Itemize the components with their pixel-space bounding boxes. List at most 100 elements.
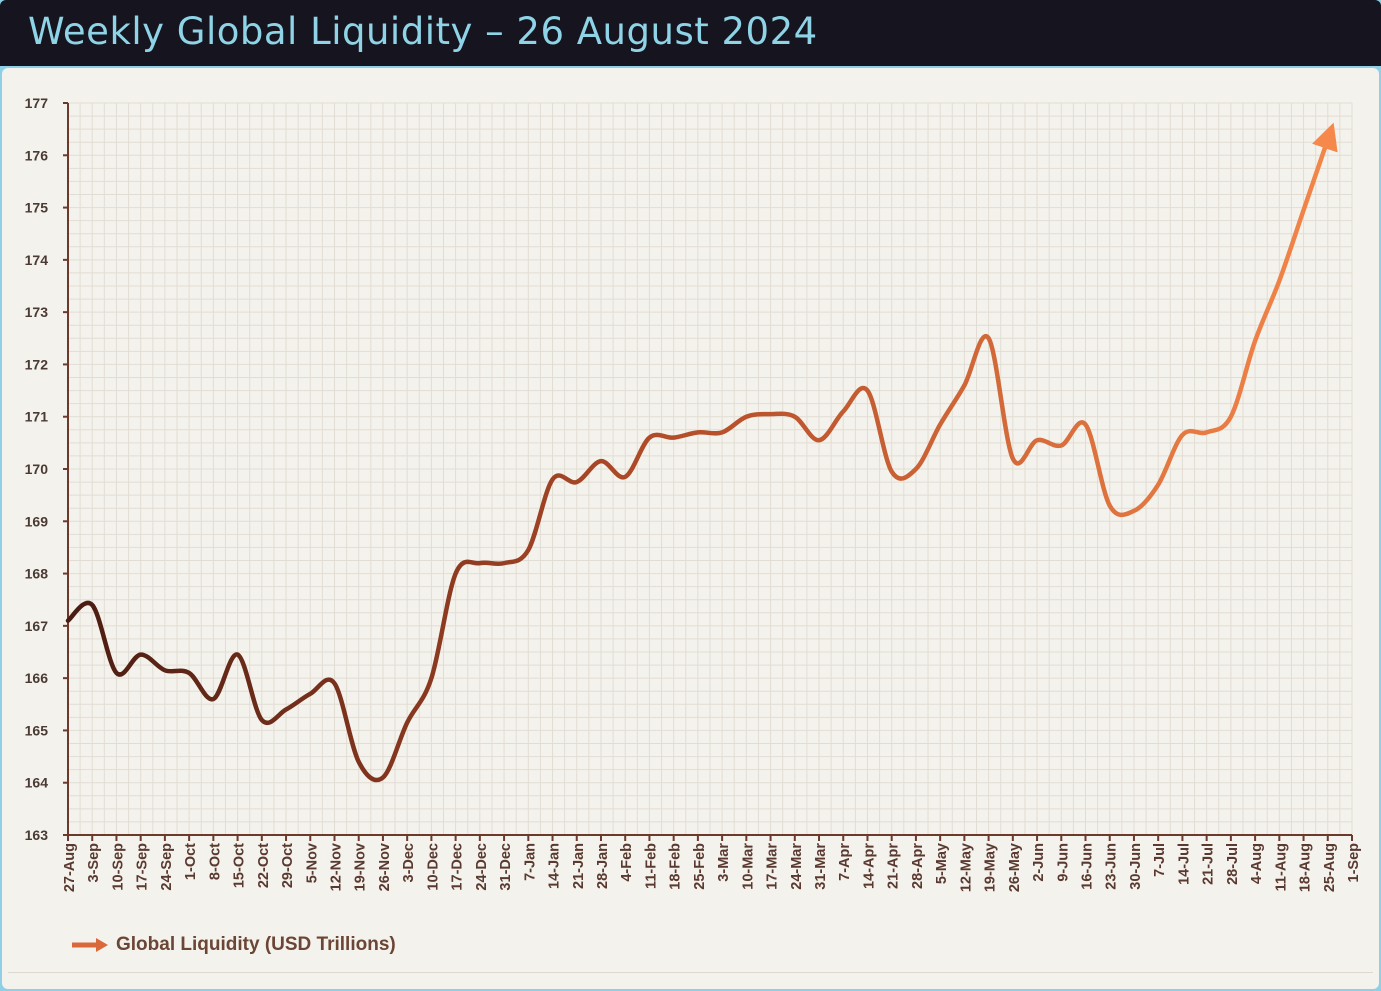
data-point <box>840 408 846 414</box>
data-point <box>113 670 119 676</box>
y-tick-label: 174 <box>25 252 49 268</box>
x-tick-label: 7-Jan <box>522 843 538 881</box>
x-tick-label: 11-Feb <box>643 843 659 889</box>
x-tick-label: 1-Oct <box>183 843 199 880</box>
data-point <box>65 618 71 624</box>
x-tick-label: 4-Aug <box>1249 843 1265 884</box>
x-tick-label: 18-Aug <box>1298 843 1314 892</box>
data-point <box>574 479 580 485</box>
data-point <box>477 560 483 566</box>
x-tick-label: 3-Sep <box>86 843 102 883</box>
x-tick-label: 28-Apr <box>910 843 926 889</box>
x-tick-label: 11-Aug <box>1273 843 1289 891</box>
data-point <box>1179 432 1185 438</box>
data-point <box>816 437 822 443</box>
x-tick-label: 19-Nov <box>353 843 369 891</box>
x-tick-label: 7-Apr <box>837 843 853 881</box>
data-point <box>743 414 749 420</box>
data-point <box>1010 456 1016 462</box>
data-point <box>622 474 628 480</box>
data-point <box>1204 429 1210 435</box>
legend-label: Global Liquidity (USD Trillions) <box>116 934 396 955</box>
data-point <box>1276 278 1282 284</box>
data-point <box>671 435 677 441</box>
data-point <box>695 429 701 435</box>
data-point <box>186 670 192 676</box>
data-point <box>1301 207 1307 213</box>
y-tick-label: 169 <box>25 513 49 529</box>
x-tick-label: 16-Jun <box>1080 843 1096 890</box>
y-tick-label: 171 <box>25 409 49 425</box>
data-point <box>1034 437 1040 443</box>
y-tick-label: 167 <box>25 618 49 634</box>
x-tick-label: 8-Oct <box>207 843 223 880</box>
data-point <box>792 414 798 420</box>
x-tick-label: 31-Dec <box>498 843 514 891</box>
data-point <box>719 429 725 435</box>
x-tick-label: 28-Jan <box>595 843 611 889</box>
data-point <box>259 717 265 723</box>
x-tick-label: 17-Sep <box>135 843 151 891</box>
data-point <box>889 469 895 475</box>
x-tick-label: 17-Mar <box>765 843 781 890</box>
data-point <box>1058 442 1064 448</box>
data-point <box>1228 414 1234 420</box>
x-tick-label: 25-Feb <box>692 843 708 890</box>
y-tick-label: 163 <box>25 827 49 843</box>
x-tick-label: 19-May <box>983 843 999 892</box>
data-point <box>1107 503 1113 509</box>
data-point <box>89 602 95 608</box>
x-tick-label: 21-Jul <box>1201 843 1217 885</box>
x-tick-label: 23-Jun <box>1104 843 1120 890</box>
y-tick-label: 165 <box>25 722 49 738</box>
x-tick-label: 10-Dec <box>425 843 441 891</box>
page-title: Weekly Global Liquidity – 26 August 2024 <box>28 10 818 53</box>
x-tick-label: 10-Mar <box>740 843 756 890</box>
x-tick-label: 9-Jun <box>1055 843 1071 882</box>
x-tick-label: 14-Jul <box>1176 843 1192 885</box>
x-tick-label: 4-Feb <box>619 843 635 882</box>
x-tick-label: 17-Dec <box>450 843 466 891</box>
data-point <box>331 680 337 686</box>
data-point <box>913 466 919 472</box>
x-tick-label: 24-Mar <box>789 843 805 890</box>
x-tick-label: 30-Jun <box>1128 843 1144 890</box>
x-tick-label: 25-Aug <box>1322 843 1338 892</box>
data-point <box>961 382 967 388</box>
y-tick-label: 175 <box>25 200 49 216</box>
x-tick-label: 12-Nov <box>328 843 344 891</box>
x-tick-label: 12-May <box>958 843 974 892</box>
x-tick-label: 5-Nov <box>304 843 320 883</box>
data-point <box>453 571 459 577</box>
grid <box>67 102 1353 836</box>
x-tick-label: 31-Mar <box>813 843 829 890</box>
data-point <box>598 458 604 464</box>
data-point <box>550 476 556 482</box>
y-tick-label: 170 <box>25 461 49 477</box>
x-tick-label: 26-May <box>1007 843 1023 892</box>
y-tick-label: 172 <box>25 356 49 372</box>
data-point <box>283 707 289 713</box>
y-tick-label: 168 <box>25 566 49 582</box>
x-tick-label: 2-Jun <box>1031 843 1047 882</box>
series-line <box>65 122 1338 783</box>
x-tick-label: 1-Sep <box>1346 843 1362 883</box>
x-tick-label: 21-Apr <box>886 843 902 889</box>
x-tick-label: 14-Apr <box>861 843 877 889</box>
x-tick-label: 5-May <box>934 843 950 884</box>
data-point <box>162 667 168 673</box>
data-point <box>1131 508 1137 514</box>
data-point <box>768 411 774 417</box>
x-tick-label: 24-Sep <box>159 843 175 891</box>
data-point <box>501 560 507 566</box>
header-bar: Weekly Global Liquidity – 26 August 2024 <box>0 0 1381 66</box>
x-tick-label: 24-Dec <box>474 843 490 891</box>
x-tick-label: 3-Mar <box>716 843 732 882</box>
legend: Global Liquidity (USD Trillions) <box>70 934 396 956</box>
data-point <box>1325 137 1331 143</box>
x-tick-label: 7-Jul <box>1152 843 1168 877</box>
data-point <box>428 675 434 681</box>
x-tick-label: 15-Oct <box>232 843 248 888</box>
data-point <box>210 696 216 702</box>
